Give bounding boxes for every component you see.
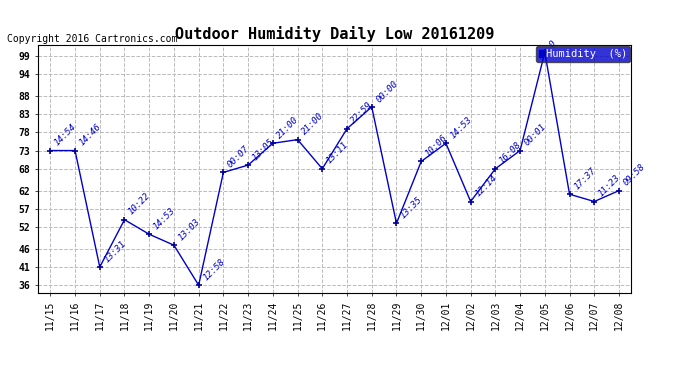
Text: 11:23: 11:23 [597,173,622,199]
Title: Outdoor Humidity Daily Low 20161209: Outdoor Humidity Daily Low 20161209 [175,27,494,42]
Text: 14:53: 14:53 [448,115,474,140]
Text: 16:08: 16:08 [498,141,523,166]
Text: 14:53: 14:53 [152,206,177,231]
Text: 12:58: 12:58 [201,257,226,282]
Text: 22:59: 22:59 [349,100,375,126]
Text: 21:00: 21:00 [275,115,301,140]
Text: 0: 0 [547,39,558,50]
Text: 12:14: 12:14 [473,173,498,199]
Text: 13:05: 13:05 [250,137,276,162]
Text: 00:07: 00:07 [226,144,251,170]
Text: 21:00: 21:00 [300,111,326,137]
Text: 00:01: 00:01 [522,122,548,148]
Text: 13:31: 13:31 [102,239,128,264]
Text: 14:54: 14:54 [52,122,78,148]
Legend: Humidity  (%): Humidity (%) [535,46,630,62]
Text: 14:46: 14:46 [77,122,103,148]
Text: 13:11: 13:11 [325,141,350,166]
Text: Copyright 2016 Cartronics.com: Copyright 2016 Cartronics.com [7,34,177,44]
Text: 17:37: 17:37 [572,166,598,191]
Text: 09:58: 09:58 [622,162,647,188]
Text: 10:22: 10:22 [127,191,152,217]
Text: 00:00: 00:00 [374,79,400,104]
Text: 13:03: 13:03 [177,217,201,242]
Text: 13:35: 13:35 [399,195,424,220]
Text: 10:06: 10:06 [424,133,449,159]
